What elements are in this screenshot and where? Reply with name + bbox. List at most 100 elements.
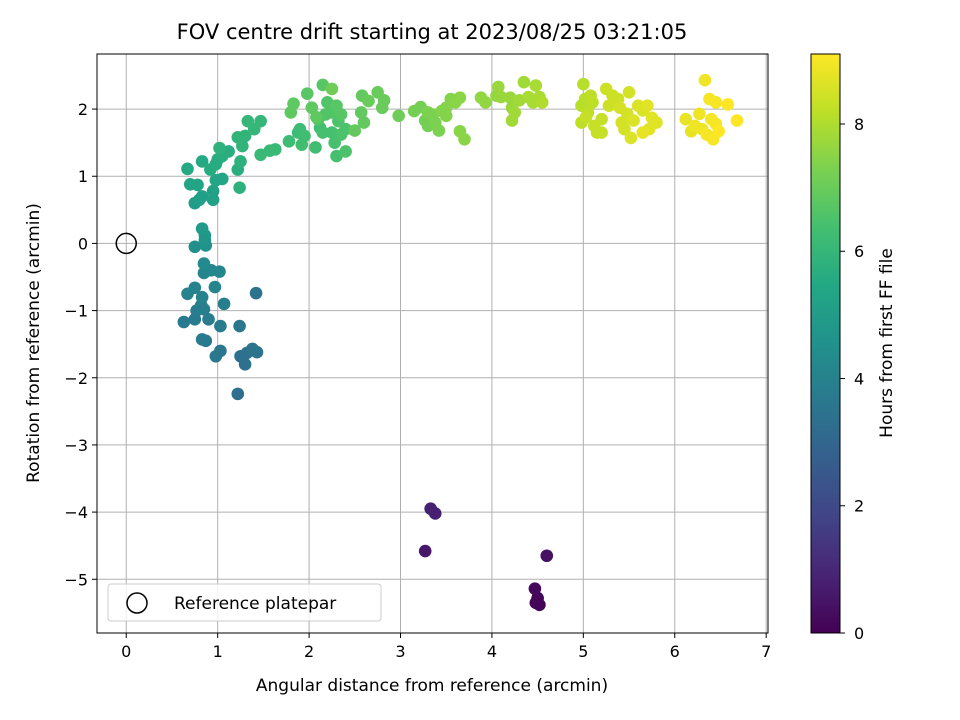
data-point [231, 387, 245, 401]
data-point [213, 265, 226, 278]
data-point [213, 141, 226, 155]
data-point [624, 131, 638, 145]
data-point [453, 91, 467, 104]
data-point [622, 85, 636, 99]
data-point [618, 122, 631, 136]
reference-marker [115, 232, 138, 255]
data-point [517, 75, 531, 89]
data-point [357, 116, 371, 129]
data-point [195, 333, 209, 346]
y-tick-label: 0 [78, 234, 88, 253]
data-point [202, 313, 215, 326]
data-point [586, 96, 599, 109]
y-tick-label: −3 [64, 436, 88, 455]
data-point [428, 507, 442, 520]
data-point [188, 240, 202, 254]
data-point [712, 124, 725, 138]
data-point [195, 155, 209, 168]
data-point [250, 345, 264, 359]
data-point [197, 257, 211, 270]
data-point [418, 544, 432, 558]
data-point [310, 110, 323, 124]
data-point [234, 155, 247, 168]
x-tick-label: 4 [487, 642, 497, 661]
data-point [206, 193, 220, 207]
data-point [392, 109, 405, 123]
data-point [191, 178, 204, 192]
data-point [362, 94, 375, 108]
data-point [636, 126, 650, 139]
data-point [268, 143, 282, 156]
data-point [709, 96, 723, 109]
data-point [693, 107, 706, 121]
data-point [238, 129, 252, 143]
data-point [295, 138, 309, 151]
data-point [177, 315, 191, 329]
data-point [579, 110, 593, 124]
data-point [195, 290, 209, 304]
data-point [214, 344, 227, 358]
data-point [641, 99, 654, 113]
data-point [698, 73, 712, 87]
data-point [206, 184, 220, 198]
data-point [627, 114, 640, 127]
colorbar: 0 2 4 6 8 Hours from first FF file [810, 53, 897, 643]
data-point [721, 98, 735, 111]
data-point [595, 112, 608, 126]
data-point [215, 172, 229, 186]
data-point [195, 222, 209, 235]
x-tick-label: 6 [670, 642, 680, 661]
data-point [494, 90, 508, 104]
data-point [188, 281, 202, 295]
data-point [432, 124, 446, 137]
colorbar-gradient [810, 53, 841, 634]
y-tick-label: −5 [64, 570, 88, 589]
data-point [214, 319, 227, 333]
legend-label: Reference platepar [174, 594, 336, 614]
data-point [181, 162, 194, 176]
data-point [595, 126, 608, 139]
data-point [217, 297, 231, 311]
data-point [305, 101, 319, 115]
y-axis-label: Rotation from reference (arcmin) [24, 203, 44, 483]
colorbar-ticks: 0 2 4 6 8 [840, 115, 864, 643]
data-point [439, 109, 453, 123]
legend-box [107, 583, 382, 622]
x-tick-label: 2 [304, 642, 314, 661]
data-point [602, 99, 616, 113]
data-point [309, 141, 322, 154]
x-tick-label: 3 [395, 642, 405, 661]
data-point [282, 135, 296, 148]
data-point [325, 82, 339, 96]
data-point [287, 97, 300, 111]
data-point [650, 116, 663, 129]
data-point [577, 77, 590, 91]
data-point [339, 145, 352, 158]
data-point [254, 114, 267, 128]
data-point [540, 549, 554, 563]
x-tick-label: 5 [578, 642, 588, 661]
legend: Reference platepar [107, 583, 382, 622]
y-tick-label: 2 [78, 100, 88, 119]
grid-lines [97, 54, 768, 633]
data-point [458, 133, 471, 146]
colorbar-tick-label: 0 [854, 624, 864, 643]
chart-title: FOV centre drift starting at 2023/08/25 … [177, 20, 688, 44]
data-point [300, 87, 314, 100]
colorbar-tick-label: 4 [854, 369, 864, 388]
data-point [334, 108, 348, 121]
data-point [528, 582, 542, 595]
plot-frame [96, 53, 769, 634]
colorbar-label: Hours from first FF file [877, 248, 897, 438]
x-axis-label: Angular distance from reference (arcmin) [256, 676, 608, 696]
y-tick-label: 1 [78, 167, 88, 186]
y-axis-ticks: −5 −4 −3 −2 −1 0 1 2 [64, 100, 97, 589]
y-tick-label: −2 [64, 369, 88, 388]
data-point [730, 114, 744, 127]
data-point [479, 96, 492, 109]
x-tick-label: 7 [761, 642, 771, 661]
data-point [208, 280, 222, 294]
x-axis-ticks: 0 1 2 3 4 5 6 7 [121, 633, 771, 661]
y-tick-label: −1 [64, 302, 88, 321]
